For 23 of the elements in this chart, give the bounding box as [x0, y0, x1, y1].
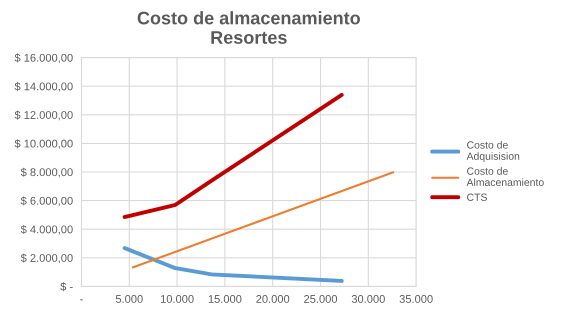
line-series — [122, 246, 344, 283]
x-tick-label: 35.000 — [400, 295, 433, 303]
y-tick-label: $ 14.000,00 — [14, 82, 73, 92]
x-tick-label: 25.000 — [304, 295, 338, 303]
y-tick-label: $ 2.000,00 — [20, 254, 73, 264]
y-tick-label: $ - — [60, 282, 73, 292]
chart-title: Costo de almacenamiento Resortes — [138, 11, 360, 44]
legend-label: Costo de Adquisision — [466, 141, 520, 162]
y-tick-label: $ 8.000,00 — [20, 168, 73, 178]
legend-label: Costo de Almacenamiento — [466, 167, 544, 186]
x-tick-label: - — [80, 299, 83, 300]
y-tick-label: $ 16.000,00 — [14, 53, 73, 64]
y-tick-label: $ 12.000,00 — [14, 110, 73, 120]
x-tick-label: 15.000 — [208, 295, 242, 303]
x-tick-label: 10.000 — [160, 295, 194, 303]
line-series — [122, 92, 344, 219]
y-tick-label: $ 4.000,00 — [20, 225, 73, 235]
y-tick-label: $ 10.000,00 — [14, 139, 73, 149]
x-tick-label: 20.000 — [256, 295, 290, 303]
legend-label: CTS — [467, 194, 487, 201]
y-tick-label: $ 6.000,00 — [20, 196, 73, 206]
x-tick-label: 5.000 — [116, 295, 143, 303]
x-tick-label: 30.000 — [352, 295, 385, 303]
